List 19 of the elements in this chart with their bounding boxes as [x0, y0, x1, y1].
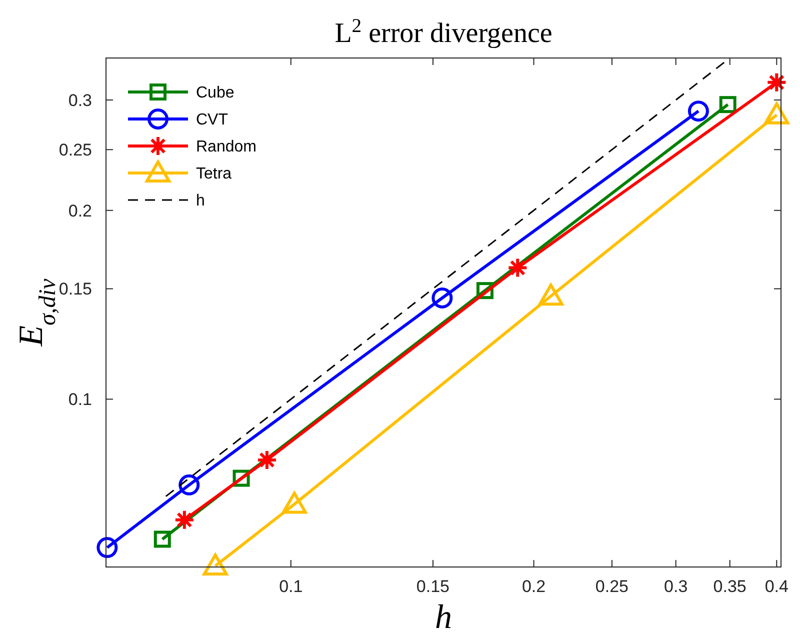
x-axis-title: h [435, 599, 452, 636]
x-tick-label: 0.25 [595, 577, 629, 596]
y-tick-label: 0.15 [58, 280, 92, 299]
legend-label: Random [196, 138, 256, 156]
legend-label: h [196, 192, 205, 210]
legend-label: Tetra [196, 166, 232, 183]
legend-label: CVT [196, 112, 228, 129]
x-tick-label: 0.35 [713, 577, 746, 596]
x-tick-label: 0.2 [522, 577, 546, 596]
y-tick-label: 0.25 [58, 140, 92, 160]
x-tick-label: 0.1 [279, 577, 303, 596]
y-tick-label: 0.3 [68, 90, 92, 110]
x-tick-label: 0.3 [664, 577, 688, 596]
y-tick-label: 0.1 [68, 390, 92, 410]
y-tick-label: 0.2 [68, 201, 92, 220]
x-tick-label: 0.15 [416, 577, 450, 596]
x-tick-label: 0.4 [764, 577, 788, 596]
legend-label: Cube [196, 84, 234, 102]
chart-title: L$^{2}$ error divergence [334, 16, 552, 49]
